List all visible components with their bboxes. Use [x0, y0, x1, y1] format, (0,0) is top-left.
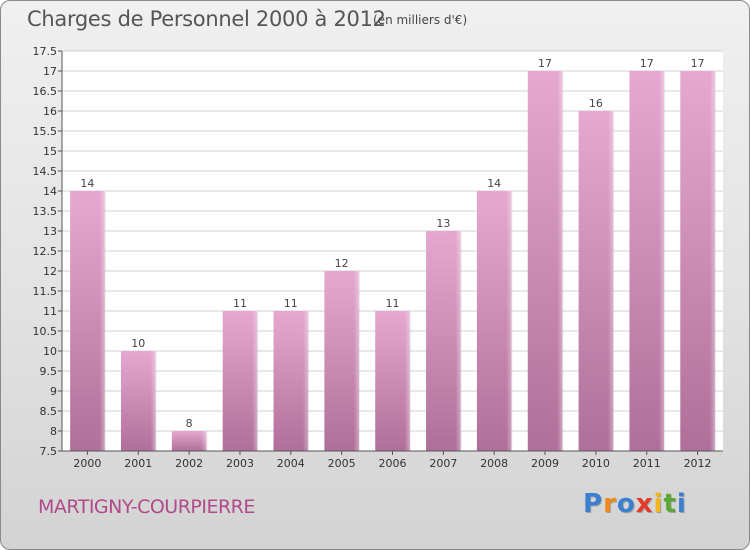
- y-tick-label: 12: [43, 265, 57, 278]
- x-tick-label: 2004: [277, 457, 305, 470]
- x-tick-label: 2005: [328, 457, 356, 470]
- chart-subtitle: (en milliers d'€): [373, 13, 468, 27]
- x-tick-label: 2006: [379, 457, 407, 470]
- y-tick-label: 12.5: [33, 245, 58, 258]
- bar-highlight: [426, 231, 461, 451]
- bar-value-label: 11: [386, 297, 400, 310]
- bar-highlight: [680, 71, 715, 451]
- value-labels: 14 10 8 11 11 12 11 13 14 17 16 17 17: [80, 57, 704, 430]
- y-tick-label: 15.5: [33, 125, 58, 138]
- y-tick-label: 8: [50, 425, 57, 438]
- chart-title: Charges de Personnel 2000 à 2012: [27, 7, 386, 31]
- bar-value-label: 13: [436, 217, 450, 230]
- bar-highlight: [171, 431, 207, 451]
- bar-value-label: 14: [487, 177, 501, 190]
- x-tick-label: 2000: [73, 457, 101, 470]
- y-tick-label: 13: [43, 225, 57, 238]
- y-tick-label: 13.5: [33, 205, 58, 218]
- y-tick-label: 7.5: [40, 445, 58, 458]
- logo-letter: i: [676, 489, 687, 519]
- logo-letter: o: [616, 489, 636, 519]
- logo-letter: i: [653, 489, 664, 519]
- bar-highlight: [476, 191, 512, 451]
- proxiti-logo[interactable]: Proxiti: [583, 489, 687, 519]
- bar-highlight: [375, 311, 410, 451]
- bar-value-label: 8: [186, 417, 193, 430]
- x-tick-label: 2009: [531, 457, 559, 470]
- x-tick-label: 2002: [175, 457, 203, 470]
- y-tick-label: 11: [43, 305, 57, 318]
- y-tick-label: 15: [43, 145, 57, 158]
- x-tick-label: 2003: [226, 457, 254, 470]
- y-tick-label: 14: [43, 185, 57, 198]
- bar-value-label: 16: [589, 97, 603, 110]
- bar-value-label: 10: [131, 337, 145, 350]
- y-tick-label: 8.5: [40, 405, 58, 418]
- y-tick-label: 17.5: [33, 45, 58, 58]
- bar-value-label: 17: [691, 57, 705, 70]
- bar-highlight: [324, 271, 359, 451]
- bar-value-label: 17: [640, 57, 654, 70]
- logo-letter: P: [583, 489, 604, 519]
- x-tick-label: 2011: [633, 457, 661, 470]
- y-tick-label: 10: [43, 345, 57, 358]
- x-tick-label: 2008: [480, 457, 508, 470]
- bar-highlight: [70, 191, 105, 451]
- commune-name: MARTIGNY-COURPIERRE: [38, 496, 255, 518]
- x-tick-label: 2001: [124, 457, 152, 470]
- axes: 7.5 8 8.5 9 9.5 10 10.5 11 11.5 12 12.5 13 13.5 14 14.…: [33, 45, 723, 470]
- bar-highlight: [629, 71, 665, 451]
- y-tick-label: 17: [43, 65, 57, 78]
- bar-highlight: [578, 111, 614, 451]
- bar-value-label: 11: [233, 297, 247, 310]
- bar-value-label: 14: [80, 177, 94, 190]
- bar-value-label: 11: [284, 297, 298, 310]
- x-tick-label: 2012: [684, 457, 712, 470]
- bar-highlight: [273, 311, 309, 451]
- logo-letter: t: [663, 489, 677, 519]
- bar-highlight: [120, 351, 156, 451]
- bar-value-label: 17: [538, 57, 552, 70]
- y-tick-label: 9: [50, 385, 57, 398]
- x-tick-label: 2007: [429, 457, 457, 470]
- bar-value-label: 12: [335, 257, 349, 270]
- y-tick-label: 10.5: [33, 325, 58, 338]
- logo-letter: x: [635, 489, 654, 519]
- x-tick-label: 2010: [582, 457, 610, 470]
- bars: [70, 71, 716, 451]
- y-tick-label: 16.5: [33, 85, 58, 98]
- bar-highlight: [222, 311, 258, 451]
- y-tick-label: 14.5: [33, 165, 58, 178]
- bar-highlight: [527, 71, 563, 451]
- y-tick-label: 11.5: [33, 285, 58, 298]
- logo-letter: r: [603, 489, 617, 519]
- y-tick-label: 16: [43, 105, 57, 118]
- y-tick-label: 9.5: [40, 365, 58, 378]
